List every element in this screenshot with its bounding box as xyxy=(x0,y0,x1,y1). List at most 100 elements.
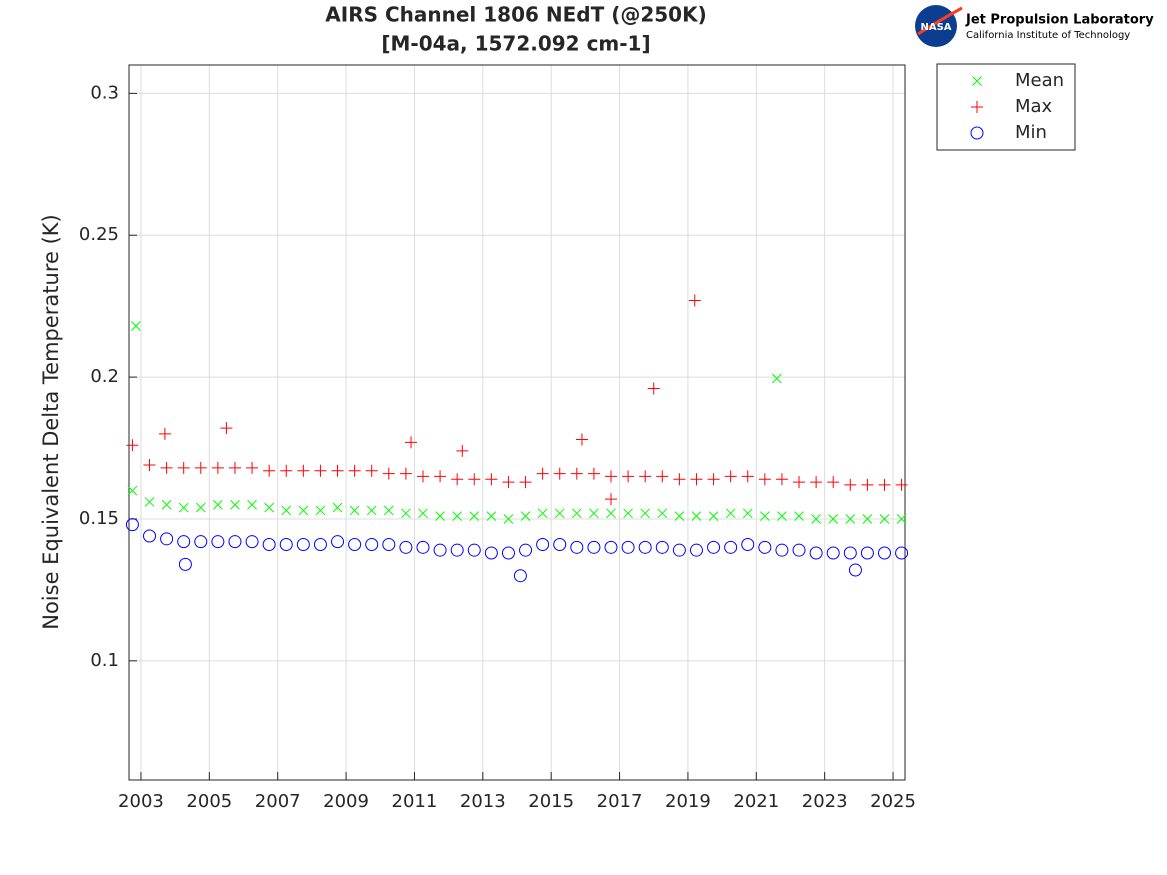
data-point xyxy=(433,543,447,557)
data-point xyxy=(348,464,361,477)
data-point xyxy=(228,535,242,549)
data-point xyxy=(383,505,394,516)
data-point xyxy=(794,511,804,521)
data-point xyxy=(195,502,206,513)
data-point xyxy=(519,476,532,489)
data-point xyxy=(672,543,686,557)
data-point xyxy=(467,543,481,557)
data-point xyxy=(896,514,907,524)
data-point xyxy=(639,470,652,483)
data-point xyxy=(587,467,600,480)
data-point xyxy=(247,499,257,510)
data-point xyxy=(315,505,326,516)
data-point xyxy=(878,478,891,491)
data-point xyxy=(771,373,782,384)
data-point xyxy=(673,473,686,486)
data-point xyxy=(502,476,515,489)
data-point xyxy=(623,508,633,519)
data-point xyxy=(809,546,823,560)
data-point xyxy=(571,508,582,519)
data-point xyxy=(451,473,464,486)
data-point xyxy=(262,538,276,552)
data-point xyxy=(537,508,548,519)
plot-frame xyxy=(128,64,906,781)
data-point xyxy=(297,464,310,477)
logo-institute: California Institute of Technology xyxy=(966,30,1130,41)
data-point xyxy=(844,478,857,491)
data-point xyxy=(553,538,567,552)
data-point xyxy=(606,508,616,519)
data-point xyxy=(228,461,241,474)
data-point xyxy=(575,433,588,446)
data-point xyxy=(810,476,823,489)
data-point xyxy=(587,540,601,554)
y-tick-label: 0.1 xyxy=(90,650,119,671)
logo-badge-text: NASA xyxy=(920,22,951,33)
data-point xyxy=(220,422,233,435)
data-point xyxy=(416,470,429,483)
data-point xyxy=(126,439,139,452)
data-point xyxy=(775,543,789,557)
data-point xyxy=(828,514,839,524)
data-point xyxy=(213,499,223,510)
data-point xyxy=(688,294,701,307)
x-tick-label: 2009 xyxy=(323,791,369,812)
legend-marker xyxy=(970,126,984,140)
data-point xyxy=(366,505,377,516)
y-tick-label: 0.15 xyxy=(79,508,119,529)
data-point xyxy=(161,499,172,510)
x-tick-label: 2003 xyxy=(118,791,164,812)
data-point xyxy=(177,461,190,474)
data-point xyxy=(230,499,240,510)
data-point xyxy=(298,505,309,516)
data-point xyxy=(365,464,378,477)
data-point xyxy=(741,538,755,552)
x-tick-label: 2023 xyxy=(802,791,848,812)
logo: NASA Jet Propulsion Laboratory Californi… xyxy=(915,5,1154,47)
data-point xyxy=(469,511,480,521)
data-point xyxy=(605,493,618,506)
x-tick-label: 2019 xyxy=(665,791,711,812)
data-point xyxy=(622,470,635,483)
data-point xyxy=(211,461,224,474)
data-point xyxy=(332,502,343,513)
data-point xyxy=(178,557,192,571)
data-point xyxy=(777,511,787,521)
data-point xyxy=(758,473,771,486)
data-point xyxy=(160,461,173,474)
data-point xyxy=(741,470,754,483)
data-point xyxy=(895,546,909,560)
logo-name: Jet Propulsion Laboratory xyxy=(965,13,1154,28)
data-point xyxy=(848,563,862,577)
x-tick-label: 2007 xyxy=(255,791,301,812)
data-point xyxy=(724,540,738,554)
data-point xyxy=(605,470,618,483)
data-point xyxy=(689,543,703,557)
data-point xyxy=(691,511,702,521)
data-point xyxy=(707,540,721,554)
data-point xyxy=(860,546,874,560)
x-tick-label: 2017 xyxy=(597,791,643,812)
legend-marker xyxy=(971,101,983,113)
data-point xyxy=(127,485,138,496)
data-point xyxy=(520,511,531,521)
data-point xyxy=(143,529,157,543)
data-point xyxy=(775,473,788,486)
data-point xyxy=(895,478,908,491)
data-point xyxy=(279,538,293,552)
data-point xyxy=(554,508,565,519)
data-point xyxy=(656,470,669,483)
data-point xyxy=(456,444,469,457)
data-point xyxy=(280,464,293,477)
data-point xyxy=(246,461,259,474)
legend-marker xyxy=(972,76,982,86)
legend-label: Mean xyxy=(1015,70,1064,91)
data-point xyxy=(640,508,651,519)
data-point xyxy=(638,540,652,554)
data-point xyxy=(536,467,549,480)
data-point xyxy=(331,464,344,477)
data-point xyxy=(742,508,753,519)
data-point xyxy=(450,543,464,557)
data-point xyxy=(725,508,736,519)
